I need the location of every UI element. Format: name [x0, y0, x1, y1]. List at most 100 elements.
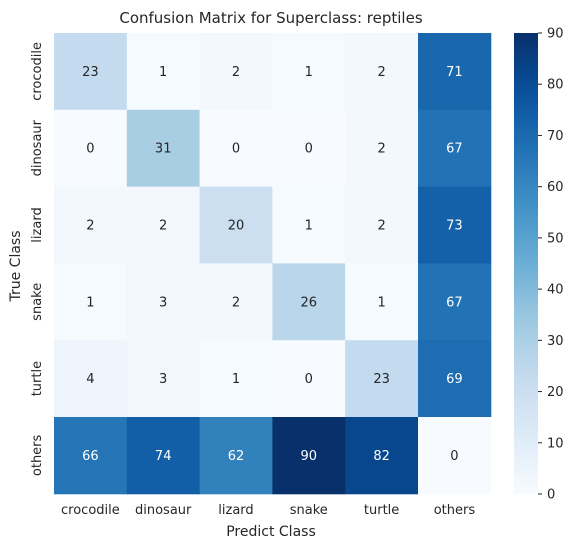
heatmap-cell: [54, 109, 128, 188]
cell-value-label: 69: [446, 372, 463, 387]
heatmap-cell: [272, 340, 346, 418]
cell-value-label: 74: [155, 449, 172, 464]
heatmap-cell: [199, 263, 273, 341]
heatmap-cell: [199, 109, 273, 188]
heatmap-cell: [126, 340, 201, 418]
heatmap-cell: [418, 33, 492, 111]
heatmap-cell: [199, 33, 273, 111]
heatmap-cell: [272, 186, 346, 264]
cell-value-label: 4: [86, 372, 94, 387]
colorbar-ticks: 0 10 20 30 40 50 60 70 80 90: [538, 27, 564, 503]
heatmap-cell: [126, 417, 201, 495]
chart-title: Confusion Matrix for Superclass: reptile…: [119, 9, 422, 27]
colorbar-tick-label: 30: [547, 334, 564, 349]
heatmap-cells: [54, 33, 492, 495]
cell-value-label: 0: [305, 372, 313, 387]
cell-value-label: 67: [446, 142, 463, 157]
cell-value-label: 1: [159, 65, 167, 80]
heatmap-cell: [126, 263, 201, 341]
colorbar-tick-label: 0: [547, 488, 555, 503]
colorbar-tick-label: 40: [547, 283, 564, 298]
cell-value-label: 23: [373, 372, 390, 387]
y-tick-label: lizard: [30, 207, 45, 242]
cell-value-label: 71: [446, 65, 463, 80]
cell-value-label: 0: [86, 142, 94, 157]
colorbar-tick-label: 60: [547, 180, 564, 195]
heatmap-cell: [54, 340, 128, 418]
heatmap-cell: [54, 417, 128, 495]
heatmap-cell-labels: 23 1 2 1 2 710 31 0 0 2 672 2 20 1 2 731 3 2 26 1 674 3 1 0 23 69…: [82, 65, 463, 464]
heatmap-cell: [345, 417, 419, 495]
heatmap-cell: [345, 186, 419, 264]
colorbar-tick-label: 90: [547, 27, 564, 42]
y-tick-label: turtle: [30, 361, 45, 396]
cell-value-label: 1: [305, 219, 313, 234]
heatmap-cell: [418, 109, 492, 188]
x-tick-label: turtle: [364, 503, 399, 518]
cell-value-label: 0: [232, 142, 240, 157]
heatmap-cell: [54, 263, 128, 341]
heatmap-cell: [418, 340, 492, 418]
y-tick-label: crocodile: [30, 42, 45, 101]
heatmap-cell: [272, 263, 346, 341]
cell-value-label: 90: [301, 449, 318, 464]
x-tick-label: dinosaur: [135, 503, 192, 518]
heatmap-cell: [126, 109, 201, 188]
heatmap-cell: [345, 109, 419, 188]
cell-value-label: 2: [232, 65, 240, 80]
cell-value-label: 2: [377, 219, 385, 234]
colorbar-tick-label: 80: [547, 78, 564, 93]
colorbar-tick-label: 10: [547, 436, 564, 451]
cell-value-label: 3: [159, 372, 167, 387]
heatmap-cell: [272, 33, 346, 111]
x-tick-label: lizard: [218, 503, 253, 518]
heatmap-cell: [345, 340, 419, 418]
x-axis-label: Predict Class: [226, 524, 316, 540]
cell-value-label: 66: [82, 449, 99, 464]
cell-value-label: 0: [305, 142, 313, 157]
cell-value-label: 31: [155, 142, 172, 157]
cell-value-label: 1: [86, 295, 94, 310]
cell-value-label: 26: [301, 295, 318, 310]
x-axis-ticks: crocodile dinosaur lizard snake turtle others: [61, 503, 475, 518]
x-tick-label: crocodile: [61, 503, 120, 518]
heatmap-cell: [418, 186, 492, 264]
colorbar-tick-label: 20: [547, 385, 564, 400]
heatmap-cell: [54, 186, 128, 264]
heatmap-cell: [54, 33, 128, 111]
cell-value-label: 23: [82, 65, 99, 80]
heatmap-cell: [272, 109, 346, 188]
cell-value-label: 1: [305, 65, 313, 80]
cell-value-label: 67: [446, 295, 463, 310]
heatmap-cell: [199, 186, 273, 264]
cell-value-label: 2: [86, 219, 94, 234]
cell-value-label: 2: [232, 295, 240, 310]
heatmap-cell: [199, 417, 273, 495]
y-tick-label: snake: [30, 283, 45, 321]
colorbar-tick-label: 70: [547, 129, 564, 144]
heatmap-cell: [126, 33, 201, 111]
cell-value-label: 2: [377, 142, 385, 157]
heatmap-cell: [345, 263, 419, 341]
y-tick-label: dinosaur: [30, 119, 45, 176]
heatmap-cell: [199, 340, 273, 418]
heatmap-cell: [126, 186, 201, 264]
y-tick-label: others: [30, 434, 45, 476]
cell-value-label: 73: [446, 219, 463, 234]
cell-value-label: 62: [228, 449, 245, 464]
cell-value-label: 20: [228, 219, 245, 234]
cell-value-label: 2: [377, 65, 385, 80]
y-axis-label: True Class: [8, 230, 24, 302]
cell-value-label: 2: [159, 219, 167, 234]
heatmap-cell: [345, 33, 419, 111]
cell-value-label: 1: [377, 295, 385, 310]
x-tick-label: snake: [290, 503, 328, 518]
heatmap-cell: [418, 417, 492, 495]
cell-value-label: 82: [373, 449, 390, 464]
colorbar: [514, 33, 538, 494]
cell-value-label: 0: [450, 449, 458, 464]
heatmap-cell: [418, 263, 492, 341]
x-tick-label: others: [434, 503, 476, 518]
colorbar-tick-label: 50: [547, 231, 564, 246]
